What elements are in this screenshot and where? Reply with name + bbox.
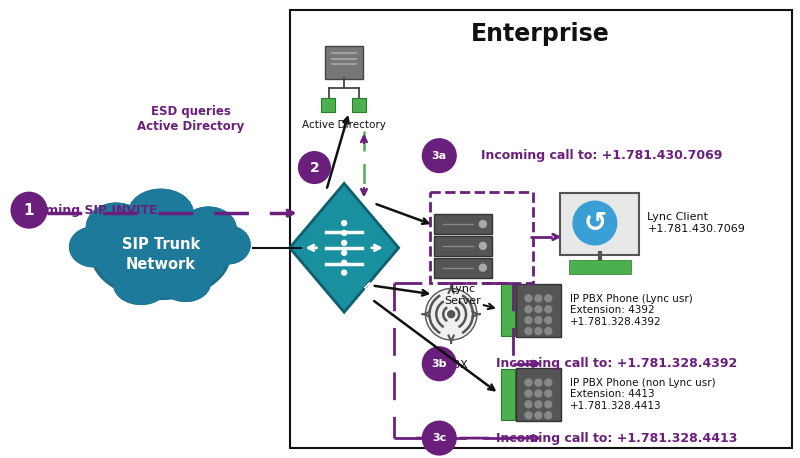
Circle shape (298, 152, 330, 183)
FancyBboxPatch shape (434, 236, 492, 256)
Circle shape (525, 390, 532, 397)
Circle shape (422, 347, 456, 381)
Text: E-SBC: E-SBC (360, 282, 391, 313)
Text: IP PBX Phone (Lync usr)
Extension: 4392
+1.781.328.4392: IP PBX Phone (Lync usr) Extension: 4392 … (570, 294, 693, 327)
Text: 3a: 3a (432, 151, 447, 161)
Text: Lync
Server: Lync Server (445, 284, 482, 306)
FancyBboxPatch shape (434, 214, 492, 234)
Text: ↺: ↺ (583, 209, 606, 237)
Text: Incoming call to: +1.781.328.4392: Incoming call to: +1.781.328.4392 (496, 357, 738, 370)
Circle shape (535, 401, 542, 408)
Text: 3c: 3c (432, 433, 446, 443)
Ellipse shape (129, 189, 193, 237)
Polygon shape (290, 183, 398, 312)
Circle shape (479, 242, 486, 249)
Circle shape (545, 295, 552, 302)
Circle shape (342, 260, 346, 265)
Ellipse shape (206, 226, 250, 264)
Circle shape (545, 327, 552, 334)
FancyBboxPatch shape (326, 46, 363, 79)
Text: IP-PBX: IP-PBX (434, 360, 469, 370)
Text: SIP Trunk
Network: SIP Trunk Network (122, 237, 200, 272)
Ellipse shape (86, 203, 146, 251)
Circle shape (545, 306, 552, 313)
Text: ESD queries
Active Directory: ESD queries Active Directory (137, 105, 244, 133)
Ellipse shape (161, 264, 210, 301)
Ellipse shape (70, 227, 118, 267)
Ellipse shape (95, 213, 226, 297)
Text: Incoming call to: +1.781.328.4413: Incoming call to: +1.781.328.4413 (496, 431, 738, 445)
FancyBboxPatch shape (501, 369, 514, 420)
Circle shape (479, 264, 486, 271)
Text: Lync Client
+1.781.430.7069: Lync Client +1.781.430.7069 (647, 212, 746, 234)
Text: 2: 2 (310, 161, 319, 174)
Ellipse shape (206, 226, 250, 264)
Text: IP PBX Phone (non Lync usr)
Extension: 4413
+1.781.328.4413: IP PBX Phone (non Lync usr) Extension: 4… (570, 378, 716, 411)
FancyBboxPatch shape (515, 368, 561, 421)
Text: Incoming call to: +1.781.430.7069: Incoming call to: +1.781.430.7069 (481, 149, 722, 162)
FancyBboxPatch shape (290, 10, 792, 448)
Circle shape (525, 295, 532, 302)
Circle shape (535, 316, 542, 324)
Circle shape (342, 230, 346, 235)
Circle shape (573, 201, 617, 245)
Circle shape (545, 390, 552, 397)
FancyBboxPatch shape (560, 193, 639, 255)
FancyBboxPatch shape (515, 284, 561, 337)
Circle shape (342, 221, 346, 225)
Ellipse shape (161, 264, 210, 301)
FancyBboxPatch shape (434, 258, 492, 278)
FancyBboxPatch shape (569, 260, 630, 273)
Text: 1: 1 (24, 203, 34, 218)
Circle shape (535, 412, 542, 419)
Circle shape (535, 306, 542, 313)
Circle shape (545, 379, 552, 386)
Ellipse shape (91, 210, 230, 300)
Ellipse shape (114, 265, 168, 304)
Ellipse shape (129, 189, 193, 237)
Circle shape (479, 221, 486, 228)
Circle shape (525, 306, 532, 313)
FancyBboxPatch shape (322, 98, 335, 112)
Circle shape (11, 192, 47, 228)
Circle shape (426, 289, 477, 340)
Circle shape (545, 316, 552, 324)
Circle shape (525, 412, 532, 419)
Text: 3b: 3b (431, 359, 447, 369)
Text: Enterprise: Enterprise (471, 22, 610, 46)
Circle shape (342, 240, 346, 245)
FancyBboxPatch shape (501, 284, 514, 336)
FancyBboxPatch shape (352, 98, 366, 112)
Circle shape (525, 316, 532, 324)
Text: Active Directory: Active Directory (302, 120, 386, 130)
Circle shape (535, 295, 542, 302)
Circle shape (535, 379, 542, 386)
Ellipse shape (181, 207, 236, 251)
Ellipse shape (114, 265, 168, 304)
Ellipse shape (86, 203, 146, 251)
Circle shape (525, 327, 532, 334)
Circle shape (422, 421, 456, 455)
Ellipse shape (70, 227, 118, 267)
Ellipse shape (181, 207, 236, 251)
Circle shape (525, 379, 532, 386)
Circle shape (535, 390, 542, 397)
Circle shape (525, 401, 532, 408)
Circle shape (342, 251, 346, 255)
Circle shape (545, 412, 552, 419)
Circle shape (545, 401, 552, 408)
Circle shape (342, 270, 346, 275)
Circle shape (422, 139, 456, 173)
Circle shape (448, 311, 454, 318)
Circle shape (535, 327, 542, 334)
Text: Incoming SIP INVITE: Incoming SIP INVITE (16, 204, 158, 217)
